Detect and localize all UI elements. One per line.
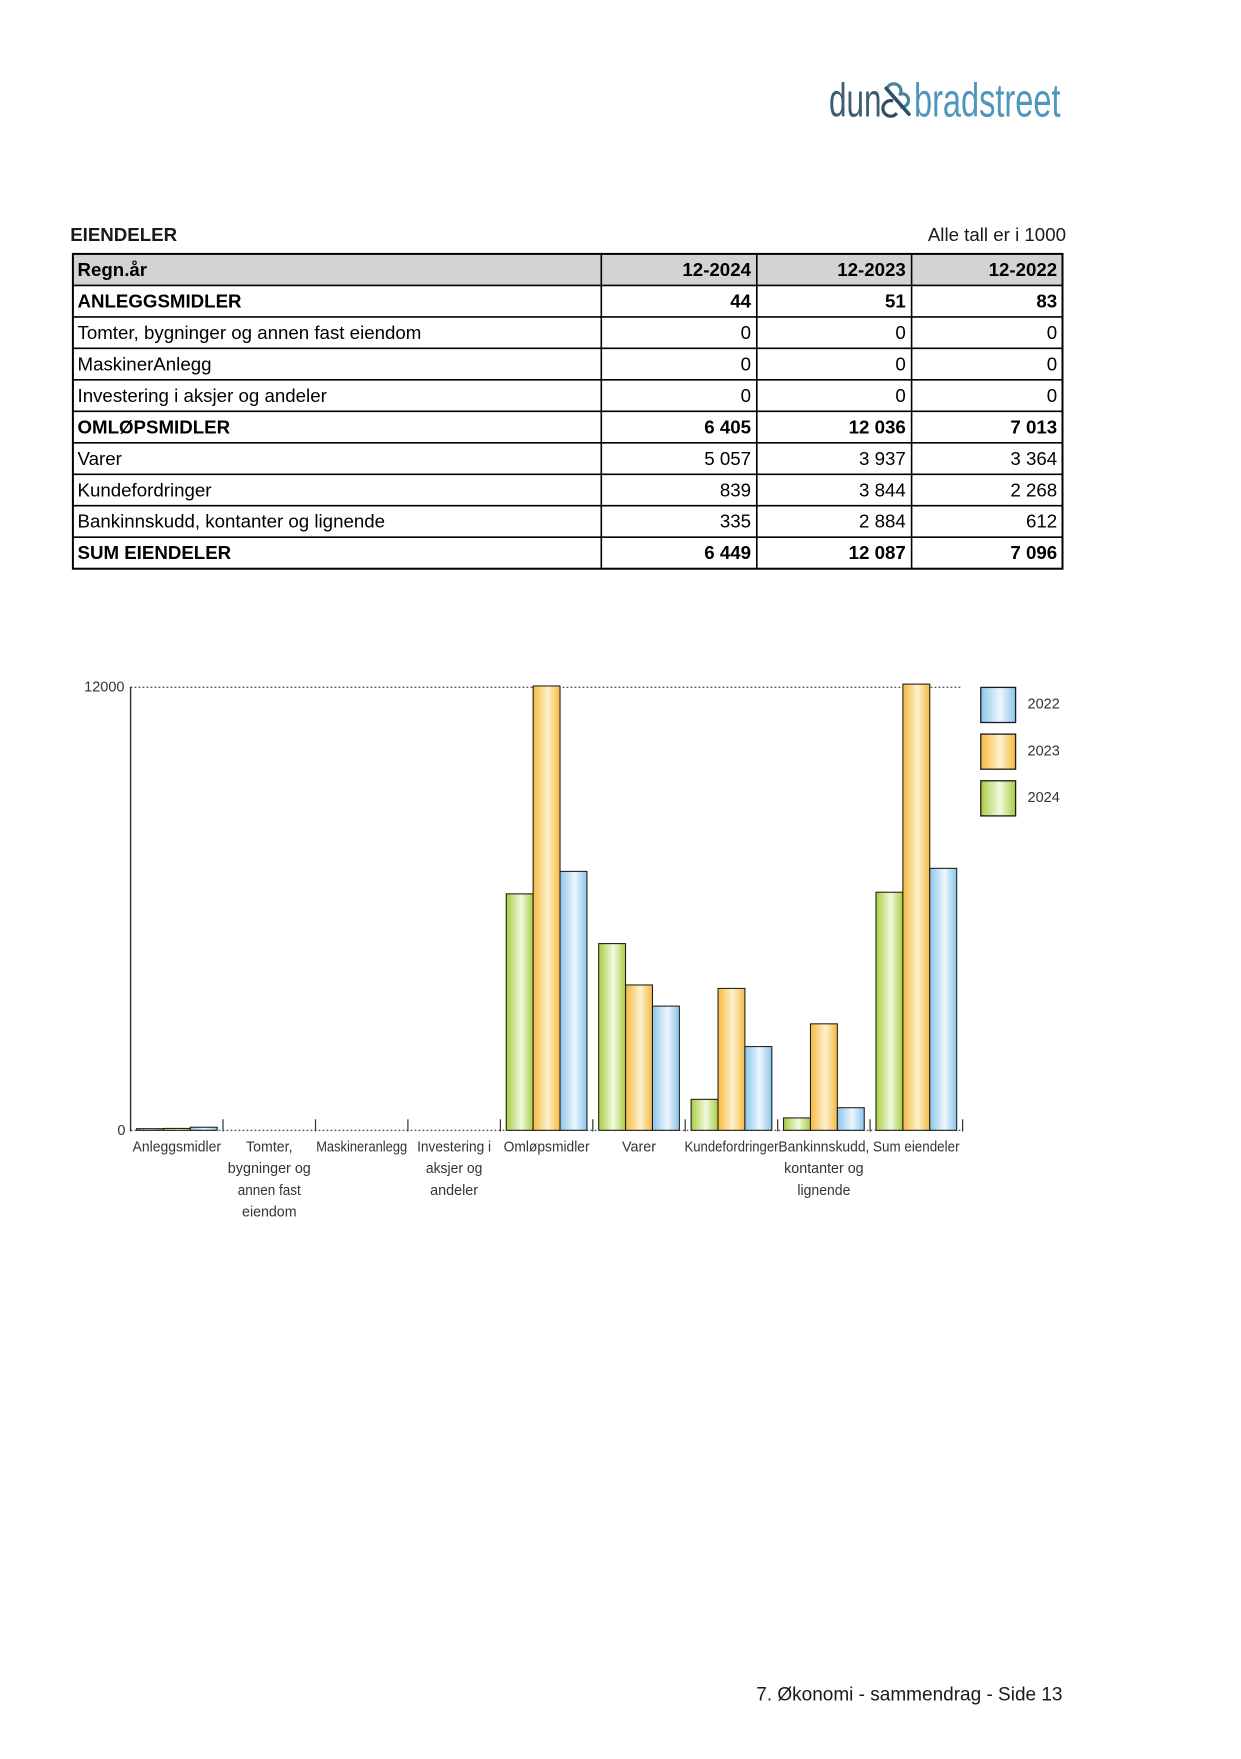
svg-text:12-2024: 12-2024 bbox=[682, 259, 751, 280]
svg-text:612: 612 bbox=[1026, 511, 1057, 532]
svg-text:0: 0 bbox=[1047, 385, 1057, 406]
svg-text:2 268: 2 268 bbox=[1010, 479, 1057, 500]
svg-text:annen fast: annen fast bbox=[238, 1183, 301, 1199]
svg-text:0: 0 bbox=[895, 353, 905, 374]
svg-text:bradstreet: bradstreet bbox=[914, 74, 1061, 127]
svg-text:0: 0 bbox=[741, 385, 751, 406]
svg-text:6 405: 6 405 bbox=[704, 416, 751, 437]
svg-text:eiendom: eiendom bbox=[242, 1205, 297, 1221]
svg-text:Varer: Varer bbox=[622, 1140, 656, 1156]
svg-text:Omløpsmidler: Omløpsmidler bbox=[504, 1140, 590, 1156]
svg-text:Anleggsmidler: Anleggsmidler bbox=[133, 1140, 222, 1156]
svg-text:0: 0 bbox=[117, 1123, 125, 1139]
svg-text:Alle tall er i 1000: Alle tall er i 1000 bbox=[928, 224, 1066, 245]
svg-text:839: 839 bbox=[720, 479, 751, 500]
svg-text:2024: 2024 bbox=[1028, 790, 1060, 806]
svg-text:0: 0 bbox=[741, 353, 751, 374]
svg-text:Kundefordringer: Kundefordringer bbox=[685, 1140, 779, 1156]
svg-text:12 036: 12 036 bbox=[849, 416, 906, 437]
svg-text:Investering i aksjer og andele: Investering i aksjer og andeler bbox=[78, 385, 327, 406]
svg-text:3 937: 3 937 bbox=[859, 448, 906, 469]
svg-text:5 057: 5 057 bbox=[704, 448, 751, 469]
svg-text:12 087: 12 087 bbox=[849, 542, 906, 563]
svg-text:3 364: 3 364 bbox=[1010, 448, 1057, 469]
svg-text:3 844: 3 844 bbox=[859, 479, 906, 500]
svg-text:kontanter og: kontanter og bbox=[784, 1161, 864, 1177]
svg-text:lignende: lignende bbox=[797, 1183, 850, 1199]
svg-text:dun: dun bbox=[829, 74, 882, 127]
svg-text:Bankinnskudd,: Bankinnskudd, bbox=[778, 1140, 869, 1156]
svg-text:0: 0 bbox=[1047, 353, 1057, 374]
svg-text:0: 0 bbox=[895, 322, 905, 343]
svg-text:7. Økonomi - sammendrag - Side: 7. Økonomi - sammendrag - Side 13 bbox=[756, 1685, 1062, 1706]
svg-text:Tomter,: Tomter, bbox=[246, 1140, 293, 1156]
svg-text:Kundefordringer: Kundefordringer bbox=[78, 479, 212, 500]
svg-text:Varer: Varer bbox=[78, 448, 122, 469]
svg-text:Investering i: Investering i bbox=[417, 1140, 491, 1156]
svg-text:2022: 2022 bbox=[1028, 697, 1060, 713]
svg-text:6 449: 6 449 bbox=[704, 542, 751, 563]
svg-text:SUM EIENDELER: SUM EIENDELER bbox=[78, 542, 232, 563]
svg-text:MaskinerAnlegg: MaskinerAnlegg bbox=[78, 353, 212, 374]
svg-text:12-2023: 12-2023 bbox=[837, 259, 906, 280]
svg-text:0: 0 bbox=[741, 322, 751, 343]
svg-text:OMLØPSMIDLER: OMLØPSMIDLER bbox=[78, 416, 231, 437]
svg-text:7 013: 7 013 bbox=[1010, 416, 1057, 437]
svg-text:2023: 2023 bbox=[1028, 743, 1060, 759]
svg-text:andeler: andeler bbox=[430, 1183, 478, 1199]
svg-text:Bankinnskudd, kontanter og lig: Bankinnskudd, kontanter og lignende bbox=[78, 511, 386, 532]
svg-text:Regn.år: Regn.år bbox=[78, 259, 148, 280]
svg-text:0: 0 bbox=[1047, 322, 1057, 343]
svg-text:12-2022: 12-2022 bbox=[989, 259, 1058, 280]
svg-text:Maskineranlegg: Maskineranlegg bbox=[316, 1140, 407, 1156]
svg-text:2 884: 2 884 bbox=[859, 511, 906, 532]
svg-text:EIENDELER: EIENDELER bbox=[70, 224, 177, 245]
svg-text:aksjer og: aksjer og bbox=[426, 1161, 483, 1177]
svg-text:44: 44 bbox=[730, 290, 751, 311]
svg-text:ANLEGGSMIDLER: ANLEGGSMIDLER bbox=[78, 290, 243, 311]
svg-text:Tomter, bygninger og annen fas: Tomter, bygninger og annen fast eiendom bbox=[78, 322, 422, 343]
svg-text:12000: 12000 bbox=[84, 680, 124, 696]
svg-text:Sum eiendeler: Sum eiendeler bbox=[873, 1140, 960, 1156]
svg-text:7 096: 7 096 bbox=[1010, 542, 1057, 563]
svg-text:51: 51 bbox=[885, 290, 906, 311]
svg-text:335: 335 bbox=[720, 511, 751, 532]
svg-text:0: 0 bbox=[895, 385, 905, 406]
svg-text:bygninger og: bygninger og bbox=[228, 1161, 311, 1177]
svg-text:83: 83 bbox=[1036, 290, 1057, 311]
